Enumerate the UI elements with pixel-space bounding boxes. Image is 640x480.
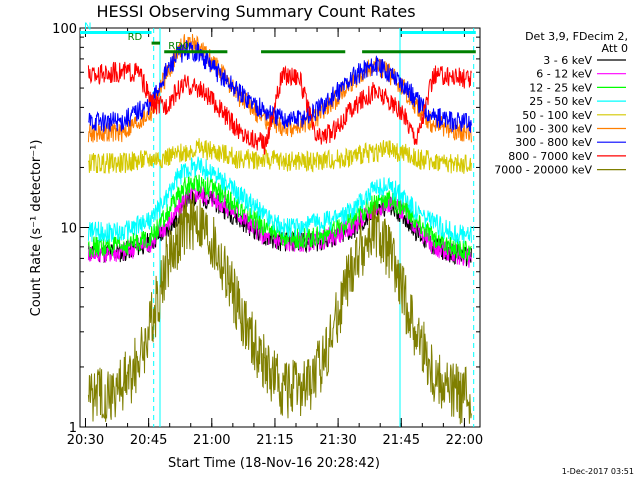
legend-label: 7000 - 20000 keV [494, 164, 592, 177]
y-tick-label: 10 [60, 222, 77, 237]
series-line-5 [87, 33, 472, 143]
y-tick-label: 100 [52, 22, 77, 37]
x-tick-label: 21:15 [256, 433, 293, 448]
x-tick-label: 20:45 [130, 433, 167, 448]
series-line-3 [87, 156, 472, 245]
x-tick-label: 22:00 [446, 433, 483, 448]
x-tick-label: 21:45 [383, 433, 420, 448]
y-tick-label: 1 [69, 421, 77, 436]
legend-label: 3 - 6 keV [543, 54, 592, 67]
x-axis-label: Start Time (18-Nov-16 20:28:42) [168, 456, 380, 471]
legend-label: 300 - 800 keV [515, 136, 592, 149]
legend-label: 800 - 7000 keV [508, 150, 592, 163]
legend-header-line2: Att 0 [602, 42, 628, 55]
plot-area: 20:30 20:45 21:00 21:15 21:30 21:45 22:00 1 10 10… [52, 21, 483, 448]
y-axis-label: Count Rate (s⁻¹ detector⁻¹) [29, 140, 44, 317]
x-tick-label: 21:00 [193, 433, 230, 448]
series-line-4 [87, 138, 472, 174]
x-tick-label: 20:30 [67, 433, 104, 448]
x-tick-label: 21:30 [319, 433, 356, 448]
series-line-8 [87, 192, 472, 425]
series-line-7 [87, 61, 472, 155]
flag-label: RD0 [168, 41, 189, 52]
legend-header-line1: Det 3,9, FDecim 2, [525, 30, 628, 43]
legend-label: 25 - 50 keV [529, 95, 592, 108]
series-line-1 [87, 185, 472, 268]
flag-label: N [84, 21, 91, 32]
legend-label: 6 - 12 keV [536, 68, 592, 81]
legend-label: 50 - 100 keV [522, 109, 592, 122]
series-group [87, 33, 472, 425]
legend-label: 12 - 25 keV [529, 81, 592, 94]
series-line-2 [87, 174, 472, 262]
flag-label: RD [128, 32, 143, 43]
timestamp: 1-Dec-2017 03:51 [562, 467, 634, 476]
legend-label: 100 - 300 keV [515, 123, 592, 136]
chart-title: HESSI Observing Summary Count Rates [96, 2, 415, 21]
